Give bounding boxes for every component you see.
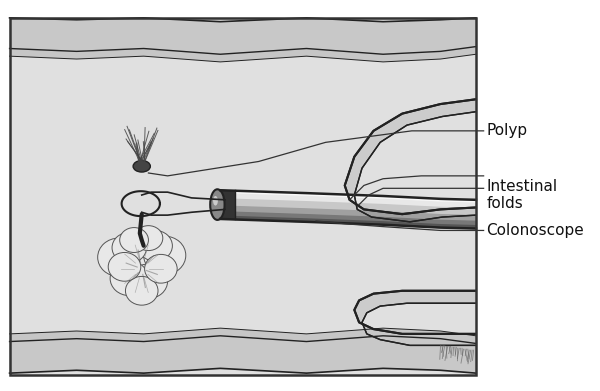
- Polygon shape: [355, 291, 476, 345]
- Bar: [10, 18, 476, 375]
- Polygon shape: [345, 99, 476, 222]
- Polygon shape: [220, 216, 476, 228]
- Ellipse shape: [112, 232, 146, 263]
- Bar: [10, 18, 476, 375]
- Polygon shape: [220, 206, 476, 221]
- Polygon shape: [10, 18, 476, 54]
- Ellipse shape: [138, 230, 172, 261]
- Ellipse shape: [113, 238, 170, 292]
- Ellipse shape: [125, 276, 158, 305]
- Text: Colonoscope: Colonoscope: [487, 223, 584, 238]
- Polygon shape: [10, 47, 476, 62]
- Ellipse shape: [108, 253, 141, 281]
- Ellipse shape: [213, 196, 218, 206]
- Ellipse shape: [129, 264, 167, 298]
- Text: Polyp: Polyp: [487, 123, 527, 138]
- Polygon shape: [220, 190, 235, 219]
- Polygon shape: [220, 199, 476, 215]
- Ellipse shape: [133, 161, 151, 172]
- Text: Intestinal
folds: Intestinal folds: [487, 179, 557, 211]
- Polygon shape: [10, 328, 476, 343]
- Polygon shape: [220, 190, 476, 203]
- Polygon shape: [10, 336, 476, 373]
- Ellipse shape: [120, 228, 148, 253]
- Polygon shape: [220, 212, 476, 226]
- Ellipse shape: [210, 189, 224, 220]
- Polygon shape: [220, 194, 476, 208]
- Ellipse shape: [143, 236, 186, 274]
- Ellipse shape: [98, 238, 140, 276]
- Ellipse shape: [145, 255, 177, 283]
- Ellipse shape: [110, 261, 148, 296]
- Ellipse shape: [134, 226, 163, 251]
